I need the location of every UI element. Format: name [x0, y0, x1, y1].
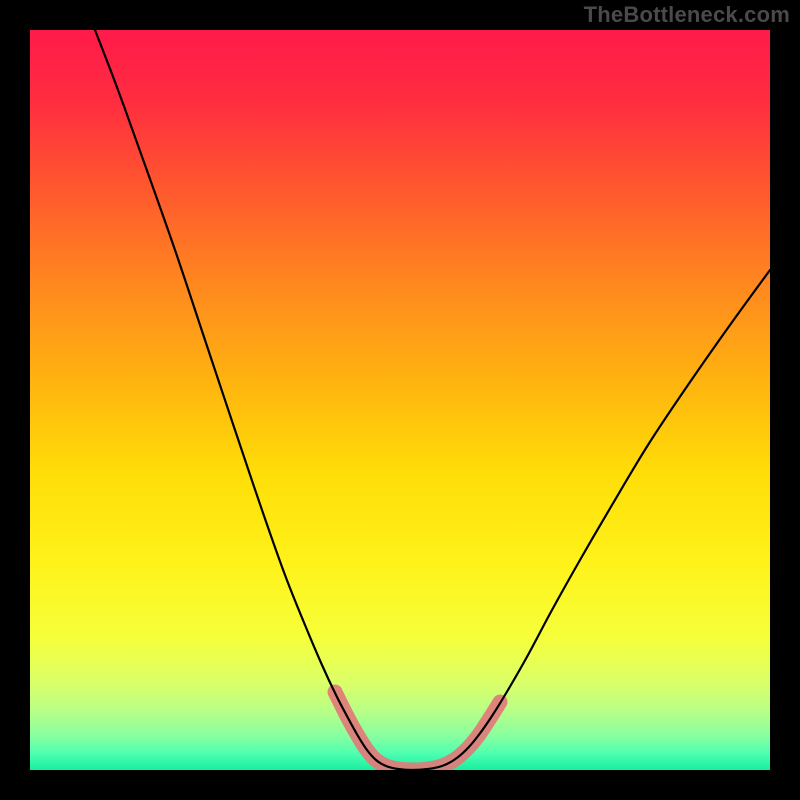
bottleneck-curve-chart: [0, 0, 800, 800]
chart-container: TheBottleneck.com: [0, 0, 800, 800]
watermark-text: TheBottleneck.com: [584, 2, 790, 28]
